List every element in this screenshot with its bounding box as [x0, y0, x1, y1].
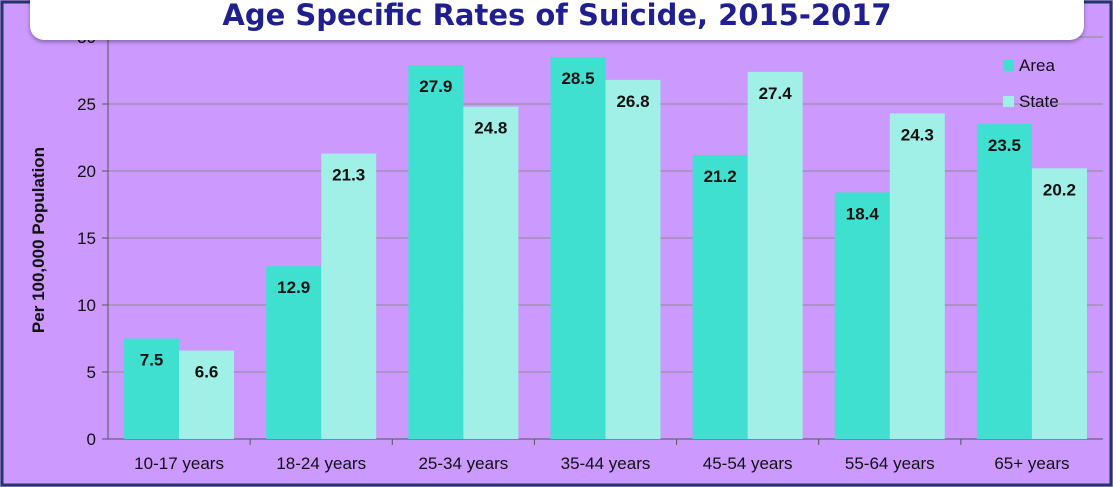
data-label-state: 24.3: [901, 125, 934, 144]
bar-area-6: [976, 124, 1032, 439]
title-box: Age Specific Rates of Suicide, 2015-2017: [30, 0, 1084, 40]
bars: [124, 57, 1087, 440]
x-tick-label: 18-24 years: [276, 454, 366, 473]
legend: Area State: [1003, 56, 1059, 111]
data-label-area: 27.9: [419, 77, 452, 96]
x-tick-label: 35-44 years: [561, 454, 651, 473]
data-label-state: 24.8: [474, 119, 507, 138]
legend-swatch-state: [1003, 96, 1014, 107]
legend-swatch-area: [1003, 60, 1014, 71]
legend-label-state: State: [1019, 92, 1059, 111]
chart-title: Age Specific Rates of Suicide, 2015-2017: [222, 0, 892, 32]
data-labels: 7.5 6.6 12.9 21.3 27.9 24.8 28.5 26.8 21.2 27.4 18…: [140, 69, 1076, 381]
bar-state-5: [889, 113, 945, 439]
x-tick-label: 65+ years: [994, 454, 1069, 473]
bar-state-4: [747, 71, 803, 439]
bar-state-1: [321, 153, 377, 439]
data-label-area: 18.4: [846, 204, 880, 223]
data-label-area: 23.5: [988, 136, 1021, 155]
y-axis-label: Per 100,000 Population: [29, 147, 48, 333]
bar-area-4: [692, 154, 748, 440]
x-tick-label: 55-64 years: [845, 454, 935, 473]
data-label-area: 7.5: [140, 351, 164, 370]
y-tick-label: 0: [87, 430, 96, 449]
legend-label-area: Area: [1019, 56, 1055, 75]
bar-state-0: [179, 350, 235, 439]
y-tick-label: 10: [77, 296, 96, 315]
x-tick-label: 45-54 years: [703, 454, 793, 473]
y-tick-label: 20: [77, 162, 96, 181]
data-label-state: 27.4: [759, 84, 793, 103]
bar-area-5: [834, 192, 890, 439]
data-label-state: 20.2: [1043, 180, 1076, 199]
data-label-state: 6.6: [195, 363, 219, 382]
data-label-state: 26.8: [616, 92, 649, 111]
bar-state-3: [605, 79, 661, 439]
bar-state-6: [1031, 168, 1087, 439]
data-label-state: 21.3: [332, 166, 365, 185]
data-label-area: 28.5: [561, 69, 594, 88]
x-tick-label: 25-34 years: [418, 454, 508, 473]
data-label-area: 21.2: [704, 167, 737, 186]
bar-state-2: [463, 106, 519, 440]
bar-area-1: [266, 266, 322, 439]
bar-area-2: [408, 65, 464, 439]
x-tick-label: 10-17 years: [134, 454, 224, 473]
y-tick-label: 5: [87, 363, 96, 382]
y-tick-label: 15: [77, 229, 96, 248]
bar-area-0: [124, 338, 180, 439]
y-tick-label: 25: [77, 95, 96, 114]
bar-area-3: [550, 57, 606, 439]
data-label-area: 12.9: [277, 278, 310, 297]
